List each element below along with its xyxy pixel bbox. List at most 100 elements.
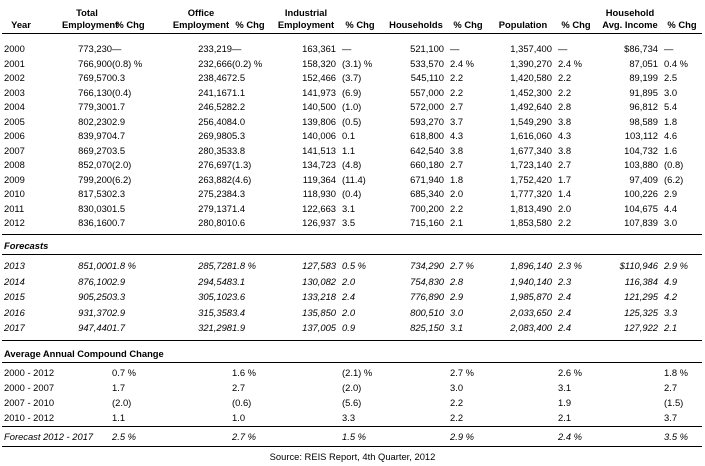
cell: Avg. Income xyxy=(602,19,658,30)
cell: 2.3 xyxy=(558,275,572,287)
cell: 2.1 xyxy=(450,217,464,228)
table-row: 2005 802,230 2.9 256,408 4.0 139,806 (0.5) 593,… xyxy=(0,115,705,128)
cell: 139,806 xyxy=(302,115,336,127)
cell: 137,005 xyxy=(302,322,336,333)
cell: 685,340 xyxy=(410,188,444,199)
cell: (6.2) xyxy=(112,173,132,185)
cell: 1.5 xyxy=(112,202,126,214)
cell: 2.7 xyxy=(558,159,572,170)
table-header-top: Total Office Industrial Household xyxy=(0,6,705,19)
cell: 1.8 % xyxy=(112,260,136,271)
cell: Household xyxy=(605,7,655,18)
cell: — xyxy=(664,43,674,54)
cell: 158,320 xyxy=(302,57,336,69)
cell: 2.2 xyxy=(558,72,572,83)
cell: 2.4 % xyxy=(558,431,582,442)
cell: (2.1) % xyxy=(342,367,373,378)
cell: 4.3 xyxy=(232,188,246,199)
cell: — xyxy=(112,43,122,54)
cell: 1,549,290 xyxy=(510,115,552,127)
header-line-1: Total Office Industrial Household xyxy=(0,6,705,19)
cell: 593,270 xyxy=(410,115,444,127)
cell: 263,882 xyxy=(198,173,232,185)
cell: 2.4 xyxy=(342,291,356,302)
cell: 947,440 xyxy=(78,322,112,333)
cell: 121,295 xyxy=(624,291,658,302)
cell: 557,000 xyxy=(410,86,444,98)
cell: 572,000 xyxy=(410,101,444,112)
cell: 839,970 xyxy=(78,130,112,141)
cell: 0.3 xyxy=(112,72,126,83)
cell: Total xyxy=(76,7,98,18)
cell: 851,000 xyxy=(78,260,112,271)
cell: 2.0 xyxy=(342,306,356,318)
cell: 2010 - 2012 xyxy=(4,412,55,423)
cell: 2016 xyxy=(4,306,25,318)
forecast-row: 2013 851,000 1.8 % 285,728 1.8 % 127,583 0.5 %… xyxy=(0,259,705,272)
cell: 238,467 xyxy=(198,72,232,83)
cell: 2.9 xyxy=(664,188,678,199)
cell: 1.8 xyxy=(664,115,678,127)
cell: 0.6 xyxy=(232,217,246,228)
source-divider xyxy=(2,446,702,447)
cell: 0.7 xyxy=(112,217,126,228)
cell: 1,853,580 xyxy=(510,217,552,228)
table-row: 2004 779,300 1.7 246,528 2.2 140,500 (1.0) 572,… xyxy=(0,100,705,113)
cell: 0.1 xyxy=(342,130,356,141)
cell: 0.4 % xyxy=(664,57,688,69)
cell: 3.1 xyxy=(232,275,246,287)
cell: 133,218 xyxy=(302,291,336,302)
forecasts-title: Forecasts xyxy=(4,240,49,251)
cell: 3.6 xyxy=(232,291,246,302)
cell: 0.5 % xyxy=(342,260,366,271)
cell: 2.5 xyxy=(664,72,678,83)
cell: 1.5 % xyxy=(342,431,366,442)
cell: 618,800 xyxy=(410,130,444,141)
cell: 817,530 xyxy=(78,188,112,199)
cell: 3.0 xyxy=(450,382,464,393)
cell: 3.1 xyxy=(558,382,572,393)
cell: 130,082 xyxy=(302,275,336,287)
cell: 2.8 xyxy=(450,275,464,287)
cell: 521,100 xyxy=(410,43,444,54)
table-row: 2011 830,030 1.5 279,137 1.4 122,663 3.1 700,20… xyxy=(0,202,705,215)
cell: 2.2 xyxy=(450,86,464,98)
cell: 3.4 xyxy=(232,306,246,318)
table-row: 2002 769,570 0.3 238,467 2.5 152,466 (3.7) 545,… xyxy=(0,71,705,84)
cell: 2,083,400 xyxy=(510,322,552,333)
forecast-row: 2015 905,250 3.3 305,102 3.6 133,218 2.4 776,89… xyxy=(0,290,705,303)
cell: 2.0 xyxy=(450,188,464,199)
cell: 3.0 xyxy=(664,217,678,228)
cagr-row: 2000 - 2012 0.7 % 1.6 % (2.1) % 2.7 % 2.6 % 1.… xyxy=(0,366,705,379)
cell: 2005 xyxy=(4,115,25,127)
cell: 769,570 xyxy=(78,72,112,83)
cagr-divider xyxy=(2,340,702,341)
header-line-2: Year Employment% Chg Employment% Chg Employ… xyxy=(0,18,705,31)
cell: (2.0) xyxy=(112,397,132,408)
cell: 2000 - 2012 xyxy=(4,367,55,378)
cell: 96,812 xyxy=(629,101,658,112)
cell: 2.9 xyxy=(450,291,464,302)
cell: 1.1 xyxy=(112,412,126,423)
cell: 3.7 xyxy=(664,412,678,423)
cell: (0.8) xyxy=(664,159,684,170)
cell: 2.4 xyxy=(558,291,572,302)
cell: (11.4) xyxy=(342,173,366,185)
cell: 1.7 xyxy=(112,101,126,112)
cell: (1.5) xyxy=(664,397,684,408)
cell: 116,384 xyxy=(624,275,658,287)
cell: 2.2 xyxy=(450,72,464,83)
cell: 2013 xyxy=(4,260,25,271)
cell: 2.3 xyxy=(112,188,126,199)
cell: 773,230 xyxy=(78,43,112,54)
cell: 2003 xyxy=(4,86,25,98)
cell: 2.1 xyxy=(664,322,678,333)
cell: 2009 xyxy=(4,173,25,185)
cell: 2.4 xyxy=(558,306,572,318)
cell: 4.4 xyxy=(664,202,678,214)
cell: 141,973 xyxy=(302,86,336,98)
forecast-row: 2016 931,370 2.9 315,358 3.4 135,850 2.0 800,51… xyxy=(0,306,705,319)
cell: 3.0 xyxy=(664,86,678,98)
cell: (0.5) xyxy=(342,115,362,127)
